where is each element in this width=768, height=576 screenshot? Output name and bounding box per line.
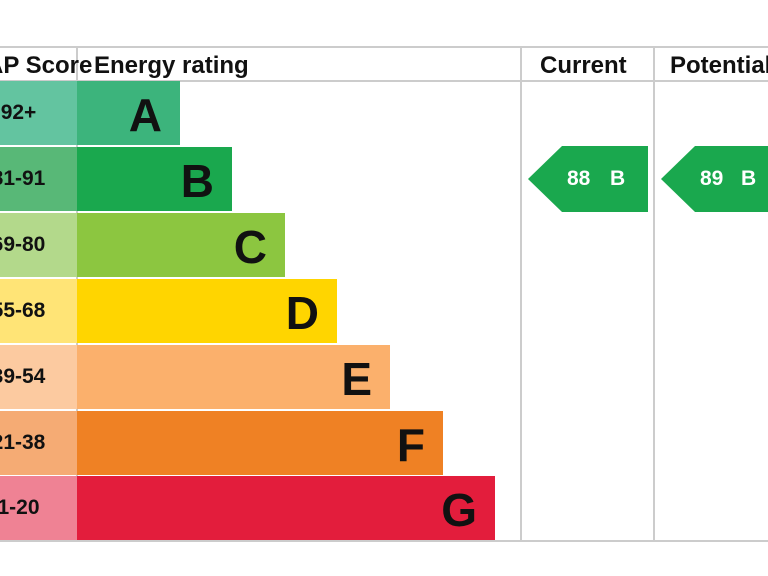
score-cell: 55-68 — [0, 279, 77, 343]
score-cell: 39-54 — [0, 345, 77, 409]
rating-letter: G — [441, 484, 477, 536]
score-cell: 21-38 — [0, 411, 77, 475]
border — [0, 80, 768, 82]
rating-bar: B — [77, 147, 232, 211]
rating-letter: E — [341, 353, 372, 405]
arrow-shape — [528, 146, 648, 212]
border — [0, 46, 768, 48]
current-score: 88 — [567, 167, 591, 190]
score-cell: 69-80 — [0, 213, 77, 277]
score-cell: 92+ — [0, 81, 77, 145]
rating-letter: B — [180, 155, 214, 207]
rating-bar: E — [77, 345, 390, 409]
potential-arrow: 89 B — [661, 146, 768, 212]
current-rating: B — [610, 167, 626, 190]
potential-rating: B — [741, 167, 757, 190]
potential-score: 89 — [700, 167, 724, 190]
rating-letter: C — [233, 221, 267, 273]
rating-letter: A — [128, 89, 162, 141]
score-cell: 81-91 — [0, 147, 77, 211]
border — [520, 46, 522, 542]
rating-bar: G — [77, 476, 495, 540]
rating-letter: F — [396, 419, 425, 471]
border — [0, 540, 768, 542]
rating-bar: C — [77, 213, 285, 277]
rating-bar: F — [77, 411, 443, 475]
header-potential: Potential — [670, 52, 768, 79]
rating-bar: A — [77, 81, 180, 145]
arrow-shape — [661, 146, 768, 212]
header-current: Current — [540, 52, 627, 79]
border — [653, 46, 655, 542]
rating-bar: D — [77, 279, 337, 343]
header-score: SAP Score — [0, 52, 93, 79]
rating-letter: D — [285, 287, 319, 339]
score-cell: 1-20 — [0, 476, 77, 540]
header-rating: Energy rating — [94, 52, 249, 79]
current-arrow: 88 B — [528, 146, 648, 212]
